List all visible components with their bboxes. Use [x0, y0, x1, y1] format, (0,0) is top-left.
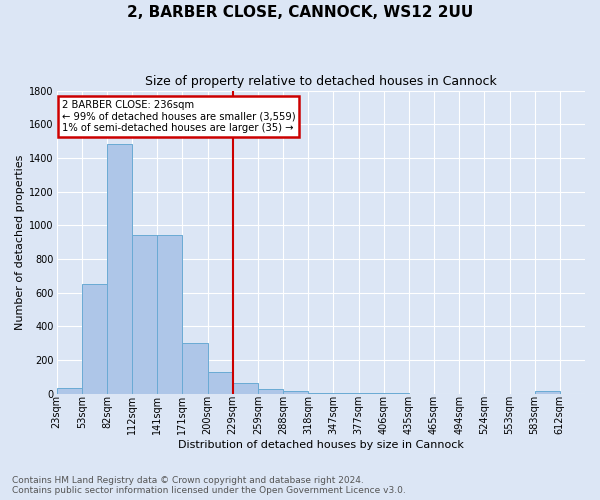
Text: Contains HM Land Registry data © Crown copyright and database right 2024.
Contai: Contains HM Land Registry data © Crown c… — [12, 476, 406, 495]
Bar — [157, 236, 182, 394]
Bar — [82, 284, 107, 394]
X-axis label: Distribution of detached houses by size in Cannock: Distribution of detached houses by size … — [178, 440, 464, 450]
Y-axis label: Number of detached properties: Number of detached properties — [15, 154, 25, 330]
Bar — [182, 343, 208, 394]
Bar — [535, 391, 560, 394]
Bar — [208, 372, 233, 394]
Bar — [308, 393, 334, 394]
Bar — [56, 388, 82, 394]
Bar — [383, 393, 409, 394]
Title: Size of property relative to detached houses in Cannock: Size of property relative to detached ho… — [145, 75, 497, 88]
Bar — [359, 393, 383, 394]
Bar — [283, 391, 308, 394]
Text: 2, BARBER CLOSE, CANNOCK, WS12 2UU: 2, BARBER CLOSE, CANNOCK, WS12 2UU — [127, 5, 473, 20]
Bar — [233, 382, 258, 394]
Bar — [258, 390, 283, 394]
Bar — [132, 236, 157, 394]
Bar — [334, 393, 359, 394]
Bar — [107, 144, 132, 394]
Text: 2 BARBER CLOSE: 236sqm
← 99% of detached houses are smaller (3,559)
1% of semi-d: 2 BARBER CLOSE: 236sqm ← 99% of detached… — [62, 100, 295, 133]
